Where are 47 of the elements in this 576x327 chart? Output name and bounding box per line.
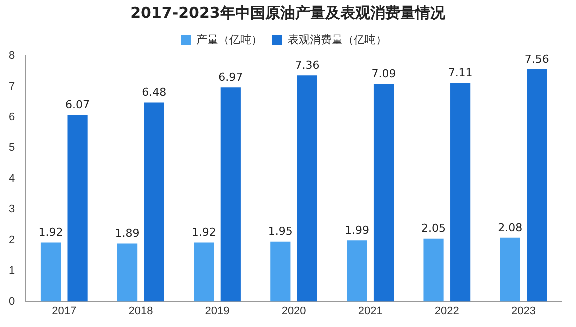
bar (450, 83, 471, 302)
x-tick-label: 2019 (205, 305, 230, 318)
bar (297, 76, 318, 302)
data-label: 2.05 (422, 222, 446, 236)
x-tick-label: 2023 (511, 305, 536, 318)
y-tick-label: 4 (8, 172, 16, 185)
x-tick-label: 2022 (434, 305, 460, 318)
data-label: 1.89 (115, 227, 140, 240)
bar (40, 242, 62, 302)
bar (374, 84, 394, 302)
data-label: 1.95 (268, 225, 293, 238)
data-label: 7.09 (372, 67, 396, 80)
data-label: 6.97 (218, 71, 244, 84)
data-label: 1.92 (38, 226, 64, 240)
bar (118, 244, 138, 302)
legend-label: 产量（亿吨） (196, 33, 262, 46)
y-tick-label: 8 (8, 50, 16, 62)
data-label: 6.07 (66, 98, 90, 112)
data-label: 2.08 (498, 221, 523, 234)
data-label: 1.99 (344, 224, 370, 238)
legend-label: 表观消费量（亿吨） (288, 33, 387, 46)
x-tick-label: 2021 (358, 305, 383, 318)
bar (527, 70, 548, 302)
bar (220, 88, 241, 302)
y-tick-label: 6 (8, 111, 16, 124)
data-label: 7.56 (524, 52, 550, 66)
data-label: 6.48 (142, 86, 167, 100)
data-label: 1.92 (192, 226, 216, 240)
y-tick-label: 1 (8, 265, 16, 278)
y-tick-label: 0 (8, 296, 16, 308)
bar (194, 242, 214, 302)
bar (68, 115, 88, 302)
bar (424, 238, 444, 302)
bar (347, 240, 368, 302)
x-tick-label: 2018 (128, 305, 154, 318)
bar (500, 238, 520, 302)
x-tick-label: 2017 (52, 305, 77, 318)
bar (270, 242, 291, 302)
y-tick-label: 7 (8, 80, 16, 93)
y-tick-label: 3 (8, 204, 16, 216)
data-label: 7.11 (448, 66, 473, 80)
y-tick-label: 2 (8, 234, 16, 246)
x-tick-label: 2020 (282, 305, 306, 318)
chart-title: 2017-2023年中国原油产量及表观消费量情况 (130, 4, 446, 23)
y-tick-label: 5 (8, 142, 16, 154)
bar (144, 102, 164, 302)
data-label: 7.36 (295, 59, 320, 72)
